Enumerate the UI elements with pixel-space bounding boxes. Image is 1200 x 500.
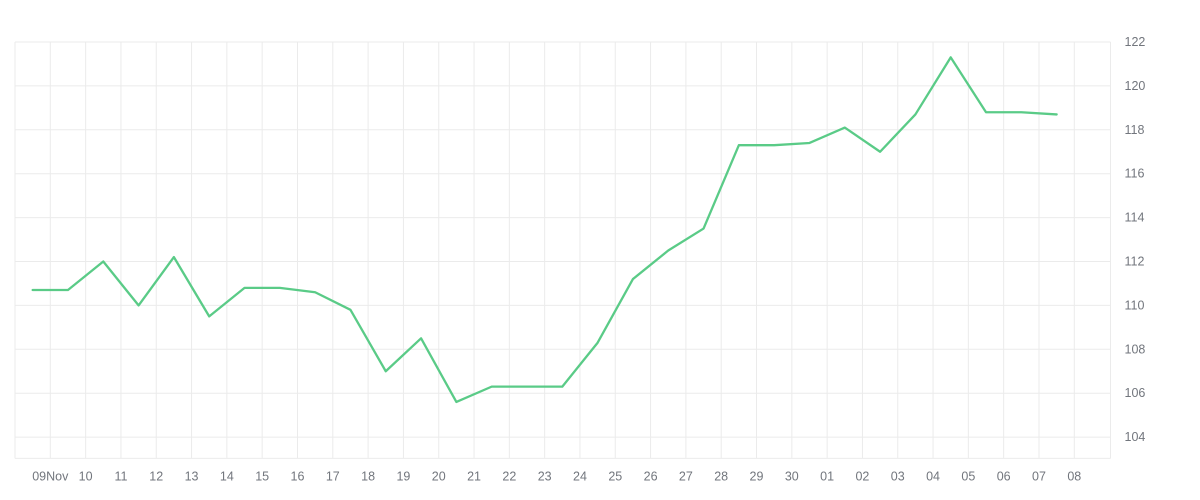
svg-text:17: 17	[326, 469, 340, 483]
svg-text:10: 10	[79, 469, 93, 483]
svg-text:29: 29	[750, 469, 764, 483]
svg-text:05: 05	[961, 469, 975, 483]
svg-text:09Nov: 09Nov	[32, 469, 69, 483]
svg-text:26: 26	[644, 469, 658, 483]
svg-text:24: 24	[573, 469, 587, 483]
svg-text:14: 14	[220, 469, 234, 483]
svg-text:23: 23	[538, 469, 552, 483]
svg-text:112: 112	[1125, 255, 1145, 269]
svg-text:12: 12	[149, 469, 163, 483]
svg-text:110: 110	[1125, 298, 1145, 312]
svg-text:11: 11	[114, 469, 127, 483]
svg-text:28: 28	[714, 469, 728, 483]
svg-text:04: 04	[926, 469, 940, 483]
svg-text:18: 18	[361, 469, 375, 483]
svg-text:16: 16	[291, 469, 305, 483]
svg-text:13: 13	[185, 469, 199, 483]
svg-text:19: 19	[396, 469, 410, 483]
svg-text:116: 116	[1125, 167, 1145, 181]
svg-text:106: 106	[1125, 386, 1146, 400]
svg-text:02: 02	[855, 469, 869, 483]
svg-text:06: 06	[997, 469, 1011, 483]
svg-text:108: 108	[1125, 342, 1146, 356]
svg-text:08: 08	[1067, 469, 1081, 483]
svg-text:15: 15	[255, 469, 269, 483]
svg-text:104: 104	[1125, 430, 1146, 444]
svg-text:27: 27	[679, 469, 693, 483]
svg-text:01: 01	[820, 469, 834, 483]
svg-text:114: 114	[1125, 211, 1145, 225]
svg-text:20: 20	[432, 469, 446, 483]
svg-text:22: 22	[502, 469, 516, 483]
svg-text:25: 25	[608, 469, 622, 483]
svg-text:03: 03	[891, 469, 905, 483]
svg-text:120: 120	[1125, 79, 1146, 93]
svg-text:07: 07	[1032, 469, 1046, 483]
svg-text:118: 118	[1125, 123, 1145, 137]
svg-text:21: 21	[467, 469, 481, 483]
svg-text:122: 122	[1125, 35, 1146, 49]
svg-text:30: 30	[785, 469, 799, 483]
